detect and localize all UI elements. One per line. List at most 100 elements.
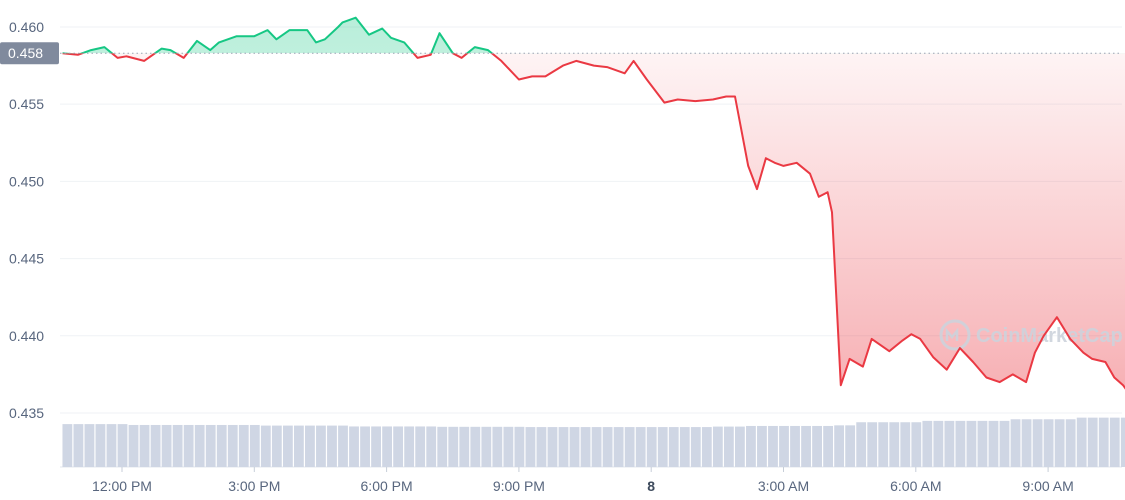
volume-bar-33: [426, 426, 437, 467]
volume-bar-5: [117, 424, 128, 467]
volume-bar-28: [371, 426, 381, 467]
volume-bar-70: [834, 425, 845, 467]
volume-bar-66: [790, 425, 800, 467]
volume-bar-58: [701, 427, 712, 467]
volume-bar-86: [1010, 419, 1021, 467]
volume-bar-56: [679, 427, 690, 467]
volume-bar-10: [172, 424, 183, 467]
volume-bar-57: [690, 427, 701, 467]
volume-bar-94: [1098, 417, 1109, 467]
volume-bar-4: [106, 424, 117, 467]
volume-bar-89: [1043, 419, 1054, 467]
volume-bar-6: [128, 424, 139, 467]
volume-bar-34: [437, 426, 448, 467]
volume-bar-75: [889, 422, 900, 467]
y-tick-label-3: 0.445: [9, 251, 44, 267]
volume-bar-67: [801, 425, 811, 467]
volume-bar-27: [360, 426, 370, 467]
volume-bar-50: [613, 427, 624, 467]
volume-bar-45: [558, 427, 569, 467]
x-tick-label-4: 8: [647, 478, 655, 494]
coinmarketcap-watermark: CoinMarketCap: [939, 319, 1123, 351]
volume-bar-92: [1076, 417, 1087, 467]
volume-bar-18: [260, 425, 271, 467]
volume-bar-30: [393, 426, 404, 467]
volume-bar-37: [470, 426, 481, 467]
volume-bar-17: [249, 424, 260, 467]
y-tick-label-2: 0.450: [9, 173, 44, 189]
volume-bar-54: [657, 427, 668, 467]
volume-bar-43: [536, 427, 547, 467]
volume-bar-79: [933, 420, 944, 467]
volume-bar-85: [999, 420, 1010, 467]
volume-bar-47: [580, 427, 591, 467]
x-tick-label-0: 12:00 PM: [92, 478, 152, 494]
volume-bar-21: [293, 425, 304, 467]
volume-bar-84: [988, 420, 999, 467]
volume-bar-76: [900, 422, 911, 467]
volume-bar-62: [746, 425, 756, 467]
y-tick-label-5: 0.435: [9, 405, 44, 421]
volume-bar-36: [459, 426, 470, 467]
volume-bar-40: [503, 426, 514, 467]
volume-bar-31: [404, 426, 415, 467]
y-tick-label-4: 0.440: [9, 328, 44, 344]
volume-bar-3: [95, 424, 106, 467]
price-line-above: [62, 16, 494, 54]
price-lines: [62, 16, 1125, 390]
volume-bar-14: [216, 424, 227, 467]
volume-bar-20: [282, 425, 293, 467]
volume-bar-83: [977, 420, 988, 467]
volume-bar-25: [338, 425, 348, 467]
volume-bar-1: [73, 424, 84, 467]
volume-bar-8: [150, 424, 161, 467]
volume-bar-69: [823, 425, 834, 467]
price-area-fills: [62, 17, 1125, 388]
volume-bar-48: [591, 427, 602, 467]
volume-bar-13: [205, 424, 216, 467]
volume-bar-41: [514, 426, 525, 467]
volume-bar-88: [1032, 419, 1043, 467]
volume-bar-32: [415, 426, 426, 467]
below-reference-area: [62, 53, 1125, 388]
volume-bar-90: [1054, 419, 1065, 467]
volume-bar-77: [911, 422, 922, 467]
volume-bar-19: [271, 425, 282, 467]
reference-line: 0.458: [0, 42, 1122, 65]
volume-bar-52: [635, 427, 646, 467]
volume-bar-73: [867, 422, 878, 467]
volume-bar-55: [668, 427, 679, 467]
volume-bar-29: [382, 426, 393, 467]
price-line-below: [62, 53, 1125, 390]
volume-bar-95: [1109, 417, 1120, 467]
volume-bar-7: [139, 424, 150, 467]
reference-badge: [0, 42, 59, 65]
volume-bar-63: [757, 425, 767, 467]
volume-bar-12: [194, 424, 205, 467]
x-tick-label-2: 6:00 PM: [361, 478, 413, 494]
volume-bar-78: [922, 420, 933, 467]
volume-bar-11: [183, 424, 194, 467]
reference-badge-label: 0.458: [8, 45, 43, 61]
x-tick-label-1: 3:00 PM: [228, 478, 280, 494]
volume-bar-87: [1021, 419, 1032, 467]
volume-bar-2: [84, 424, 95, 467]
volume-bar-60: [723, 426, 734, 467]
volume-bar-38: [481, 426, 492, 467]
volume-bar-71: [845, 425, 856, 467]
y-tick-label-1: 0.455: [9, 96, 44, 112]
y-tick-label-0: 0.460: [9, 19, 44, 35]
volume-bar-39: [492, 426, 503, 467]
volume-bar-42: [525, 427, 536, 467]
volume-bars: [62, 417, 1125, 467]
x-tick-label-7: 9:00 AM: [1022, 478, 1073, 494]
volume-bar-16: [238, 424, 249, 467]
above-reference-area: [62, 17, 1125, 54]
volume-bar-53: [646, 427, 657, 467]
volume-bar-80: [944, 420, 955, 467]
volume-bar-44: [547, 427, 558, 467]
volume-bar-96: [1120, 417, 1125, 467]
volume-bar-15: [227, 424, 238, 467]
volume-bar-64: [768, 425, 778, 467]
